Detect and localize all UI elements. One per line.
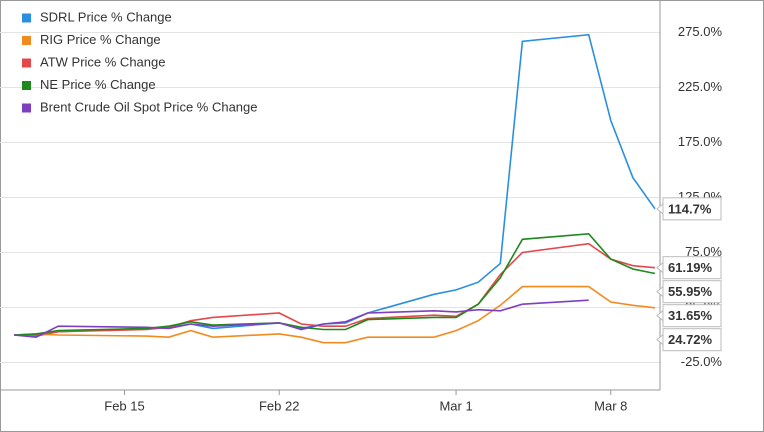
value-label-pointer xyxy=(656,333,664,346)
x-tick-label: Mar 8 xyxy=(594,398,627,413)
legend-swatch xyxy=(22,81,31,90)
legend-label: RIG Price % Change xyxy=(40,32,161,47)
legend-swatch xyxy=(22,36,31,45)
value-label-pointer xyxy=(656,261,664,274)
value-label: 114.7% xyxy=(668,201,712,216)
legend: SDRL Price % Change RIG Price % Change ATW… xyxy=(22,9,258,114)
value-label: 24.72% xyxy=(668,332,713,347)
value-label-pointer xyxy=(656,285,664,298)
series-line xyxy=(14,242,656,336)
value-label-pointer xyxy=(656,309,664,322)
value-label: 31.65% xyxy=(668,308,713,323)
end-labels: 114.7% 61.19% 55.95% 31.65% 24.72% xyxy=(656,197,722,352)
legend-label: SDRL Price % Change xyxy=(40,9,172,24)
y-tick-label: -25.0% xyxy=(681,354,723,369)
x-tick-label: Mar 1 xyxy=(439,398,472,413)
value-label: 55.95% xyxy=(668,284,713,299)
legend-swatch xyxy=(22,58,31,68)
legend-label: Brent Crude Oil Spot Price % Change xyxy=(40,99,258,114)
legend-label: ATW Price % Change xyxy=(40,54,165,69)
y-tick-label: 175.0% xyxy=(678,134,723,149)
y-tick-label: 75.0% xyxy=(685,244,722,259)
x-tick-label: Feb 22 xyxy=(259,398,299,413)
series-line xyxy=(13,285,656,344)
y-tick-label: 225.0% xyxy=(678,79,723,94)
grid xyxy=(0,32,660,363)
x-tick-label: Feb 15 xyxy=(104,398,144,413)
plot-lines xyxy=(13,33,656,344)
legend-label: NE Price % Change xyxy=(40,77,156,92)
legend-swatch xyxy=(22,13,31,23)
legend-swatch xyxy=(22,103,31,113)
value-label: 61.19% xyxy=(668,260,713,275)
y-tick-label: 275.0% xyxy=(678,24,723,39)
value-label-pointer xyxy=(656,202,664,215)
series-line xyxy=(13,299,589,339)
